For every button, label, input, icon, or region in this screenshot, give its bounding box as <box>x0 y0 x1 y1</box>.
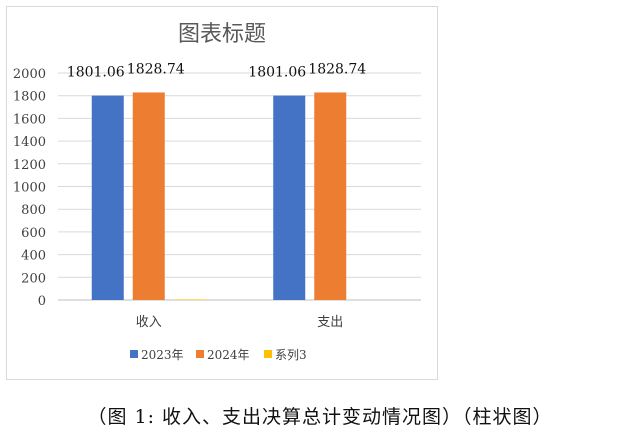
legend-label: 系列3 <box>275 348 307 362</box>
data-labels: 1801.06 1828.74 1801.06 1828.74 <box>67 61 366 80</box>
y-tick-label: 1600 <box>13 112 46 127</box>
y-tick-label: 1000 <box>13 181 46 196</box>
x-category-label: 支出 <box>317 315 343 330</box>
legend-swatch <box>130 350 138 358</box>
legend: 2023年 2024年 系列3 <box>130 348 307 362</box>
legend-label: 2024年 <box>207 348 250 362</box>
bar <box>173 299 206 300</box>
bars <box>91 92 347 301</box>
y-tick-label: 800 <box>21 203 46 218</box>
data-label: 1828.74 <box>127 61 185 77</box>
bar <box>132 92 165 300</box>
x-category-label: 收入 <box>136 315 162 330</box>
y-tick-label: 0 <box>38 294 46 309</box>
bar <box>91 95 124 301</box>
data-label: 1801.06 <box>67 65 125 81</box>
legend-label: 2023年 <box>141 348 184 362</box>
bar <box>273 95 306 301</box>
chart-title: 图表标题 <box>178 22 266 47</box>
y-tick-label: 600 <box>21 226 46 241</box>
y-tick-label: 1200 <box>13 158 46 173</box>
bar-chart: 0 200 400 600 800 1000 1200 1400 1600 1800 2000 18… <box>13 22 421 362</box>
chart-frame <box>6 6 438 380</box>
y-tick-label: 400 <box>21 249 46 264</box>
y-tick-label: 2000 <box>13 67 46 82</box>
y-axis-ticks: 0 200 400 600 800 1000 1200 1400 1600 1800 2000 <box>13 67 46 309</box>
y-tick-label: 200 <box>21 271 46 286</box>
y-tick-label: 1400 <box>13 135 46 150</box>
data-label: 1828.74 <box>308 61 366 77</box>
figure-caption: （图 1: 收入、支出决算总计变动情况图）（柱状图） <box>87 406 553 428</box>
x-axis-categories: 收入 支出 <box>136 315 344 330</box>
y-tick-label: 1800 <box>13 90 46 105</box>
legend-swatch <box>264 350 272 358</box>
bar <box>314 92 347 300</box>
data-label: 1801.06 <box>248 65 306 81</box>
legend-swatch <box>196 350 204 358</box>
